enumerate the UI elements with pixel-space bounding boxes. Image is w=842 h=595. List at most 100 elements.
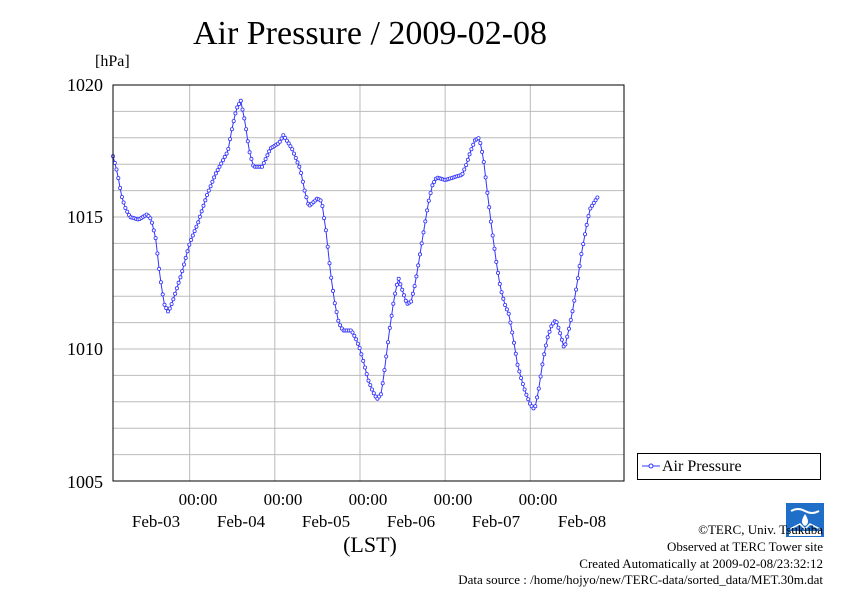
data-point xyxy=(554,320,559,325)
data-point xyxy=(519,375,524,380)
data-point xyxy=(173,291,178,296)
data-point xyxy=(476,136,481,141)
series-line-air-pressure xyxy=(112,99,598,410)
data-point xyxy=(217,164,222,169)
data-point xyxy=(480,149,485,154)
data-point xyxy=(242,116,247,121)
data-point xyxy=(336,318,341,323)
data-point xyxy=(228,137,233,142)
data-point xyxy=(226,146,231,151)
data-point xyxy=(240,107,245,112)
data-point xyxy=(119,194,124,199)
data-point xyxy=(208,184,213,189)
data-point xyxy=(354,337,359,342)
x-time-label: 00:00 xyxy=(178,490,218,509)
data-point xyxy=(393,291,398,296)
legend-marker-icon xyxy=(642,463,660,469)
data-point xyxy=(513,351,518,356)
data-point xyxy=(323,228,328,233)
data-point xyxy=(543,343,548,348)
data-point xyxy=(559,337,564,342)
data-point xyxy=(467,152,472,157)
data-point xyxy=(542,352,547,357)
data-point xyxy=(183,255,188,260)
data-point xyxy=(212,175,217,180)
data-point xyxy=(229,127,234,132)
data-point xyxy=(352,333,357,338)
data-point xyxy=(210,179,215,184)
series-markers xyxy=(111,98,600,411)
x-date-label: Feb-05 xyxy=(301,512,351,531)
data-point xyxy=(322,216,327,221)
data-point xyxy=(425,208,430,213)
data-point xyxy=(304,195,309,200)
data-point xyxy=(549,324,554,329)
data-point xyxy=(593,198,598,203)
data-point xyxy=(416,263,421,268)
data-point xyxy=(194,224,199,229)
data-point xyxy=(174,286,179,291)
data-point xyxy=(503,302,508,307)
data-point xyxy=(586,214,591,219)
x-date-label: Feb-04 xyxy=(216,512,266,531)
legend-label: Air Pressure xyxy=(662,458,742,475)
data-point xyxy=(501,296,506,301)
x-time-label: 00:00 xyxy=(263,490,303,509)
data-point xyxy=(297,164,302,169)
data-point xyxy=(244,127,249,132)
credit-source: Data source : /home/hojyo/new/TERC-data/… xyxy=(458,572,823,587)
data-point xyxy=(197,214,202,219)
data-point xyxy=(400,287,405,292)
data-point xyxy=(568,317,573,322)
data-point xyxy=(213,171,218,176)
data-point xyxy=(417,252,422,257)
data-point xyxy=(384,354,389,359)
data-point xyxy=(167,306,172,311)
data-point xyxy=(490,233,495,238)
data-point xyxy=(220,158,225,163)
x-date-label: Feb-07 xyxy=(471,512,521,531)
data-point xyxy=(572,298,577,303)
data-point xyxy=(261,160,266,165)
data-point xyxy=(389,313,394,318)
y-tick-label: 1010 xyxy=(67,339,103,359)
data-point xyxy=(426,198,431,203)
data-point xyxy=(235,105,240,110)
data-point xyxy=(465,157,470,162)
data-point xyxy=(259,164,264,169)
data-point xyxy=(224,151,229,156)
data-point xyxy=(277,139,282,144)
data-point xyxy=(267,149,272,154)
data-point xyxy=(189,237,194,242)
data-point xyxy=(369,387,374,392)
data-point xyxy=(334,309,339,314)
x-time-label: 00:00 xyxy=(518,490,558,509)
data-point xyxy=(483,175,488,180)
data-point xyxy=(421,230,426,235)
data-point xyxy=(215,168,220,173)
data-point xyxy=(180,269,185,274)
data-point xyxy=(570,309,575,314)
data-point xyxy=(247,150,252,155)
y-tick-label: 1015 xyxy=(67,207,103,227)
data-point xyxy=(291,151,296,156)
data-point xyxy=(398,282,403,287)
y-tick-label: 1020 xyxy=(67,75,103,95)
data-point xyxy=(169,302,174,307)
data-point xyxy=(118,185,123,190)
data-point xyxy=(414,274,419,279)
data-point xyxy=(249,156,254,161)
data-point xyxy=(185,249,190,254)
data-point xyxy=(219,161,224,166)
data-point xyxy=(577,264,582,269)
data-point xyxy=(403,298,408,303)
data-point xyxy=(203,198,208,203)
data-point xyxy=(263,157,268,162)
data-point xyxy=(355,341,360,346)
data-point xyxy=(378,392,383,397)
y-tick-label: 1005 xyxy=(67,472,103,492)
data-point xyxy=(222,154,227,159)
data-point xyxy=(387,325,392,330)
data-point xyxy=(538,374,543,379)
data-point xyxy=(149,220,154,225)
